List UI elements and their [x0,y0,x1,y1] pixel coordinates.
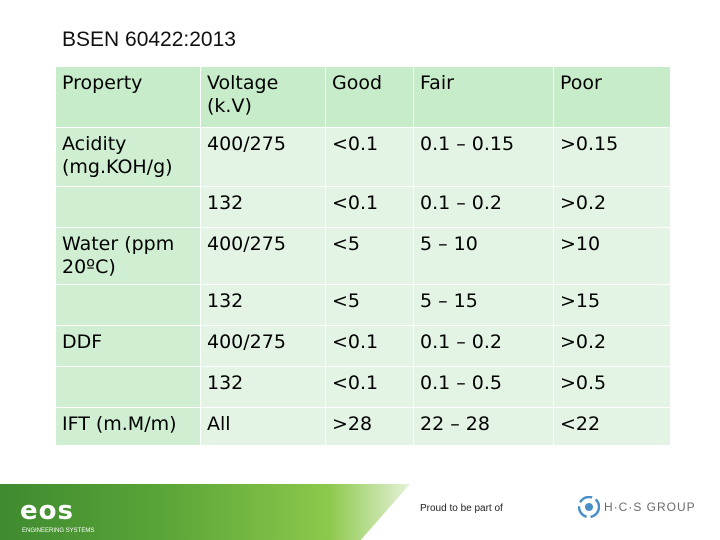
cell-voltage: 132 [200,285,325,326]
cell-good: <0.1 [325,326,413,367]
cell-good: >28 [325,408,413,446]
cell-property: DDF [55,326,200,367]
cell-voltage: 400/275 [200,128,325,187]
table-row: IFT (m.M/m) All >28 22 – 28 <22 [55,408,670,446]
table-row: 132 <5 5 – 15 >15 [55,285,670,326]
cell-fair: 0.1 – 0.2 [413,187,553,228]
cell-poor: >0.2 [553,326,670,367]
header-voltage: Voltage (k.V) [200,67,325,128]
cell-voltage: All [200,408,325,446]
cell-poor: >15 [553,285,670,326]
cell-fair: 22 – 28 [413,408,553,446]
cell-poor: >0.5 [553,367,670,408]
eos-tagline: ENGINEERING SYSTEMS [22,528,95,534]
spec-table: Property Voltage (k.V) Good Fair Poor Ac… [55,67,670,446]
cell-property [55,187,200,228]
cell-good: <5 [325,228,413,285]
cell-voltage: 400/275 [200,228,325,285]
table-row: 132 <0.1 0.1 – 0.2 >0.2 [55,187,670,228]
cell-property [55,285,200,326]
cell-fair: 0.1 – 0.5 [413,367,553,408]
table-row: Water (ppm 20ºC) 400/275 <5 5 – 10 >10 [55,228,670,285]
cell-fair: 0.1 – 0.2 [413,326,553,367]
cell-voltage: 132 [200,367,325,408]
header-good: Good [325,67,413,128]
cell-fair: 5 – 10 [413,228,553,285]
table-row: Acidity (mg.KOH/g) 400/275 <0.1 0.1 – 0.… [55,128,670,187]
cell-voltage: 400/275 [200,326,325,367]
cell-voltage: 132 [200,187,325,228]
hcs-logo-icon [578,496,600,518]
table-row: DDF 400/275 <0.1 0.1 – 0.2 >0.2 [55,326,670,367]
slide-title: BSEN 60422:2013 [62,28,236,51]
cell-good: <5 [325,285,413,326]
footer-green-swoosh [0,484,410,540]
header-fair: Fair [413,67,553,128]
hcs-group-name: H·C·S GROUP [604,500,696,514]
cell-property: Acidity (mg.KOH/g) [55,128,200,187]
cell-fair: 5 – 15 [413,285,553,326]
cell-good: <0.1 [325,187,413,228]
header-poor: Poor [553,67,670,128]
cell-good: <0.1 [325,367,413,408]
cell-property [55,367,200,408]
cell-property: IFT (m.M/m) [55,408,200,446]
table-header-row: Property Voltage (k.V) Good Fair Poor [55,67,670,128]
footer-band: eos ENGINEERING SYSTEMS [0,484,720,540]
cell-poor: >10 [553,228,670,285]
eos-logo: eos [20,496,74,526]
table-row: 132 <0.1 0.1 – 0.5 >0.5 [55,367,670,408]
cell-poor: <22 [553,408,670,446]
cell-fair: 0.1 – 0.15 [413,128,553,187]
cell-property: Water (ppm 20ºC) [55,228,200,285]
proud-to-be-part-of-text: Proud to be part of [420,503,503,514]
cell-good: <0.1 [325,128,413,187]
cell-poor: >0.2 [553,187,670,228]
cell-poor: >0.15 [553,128,670,187]
header-property: Property [55,67,200,128]
